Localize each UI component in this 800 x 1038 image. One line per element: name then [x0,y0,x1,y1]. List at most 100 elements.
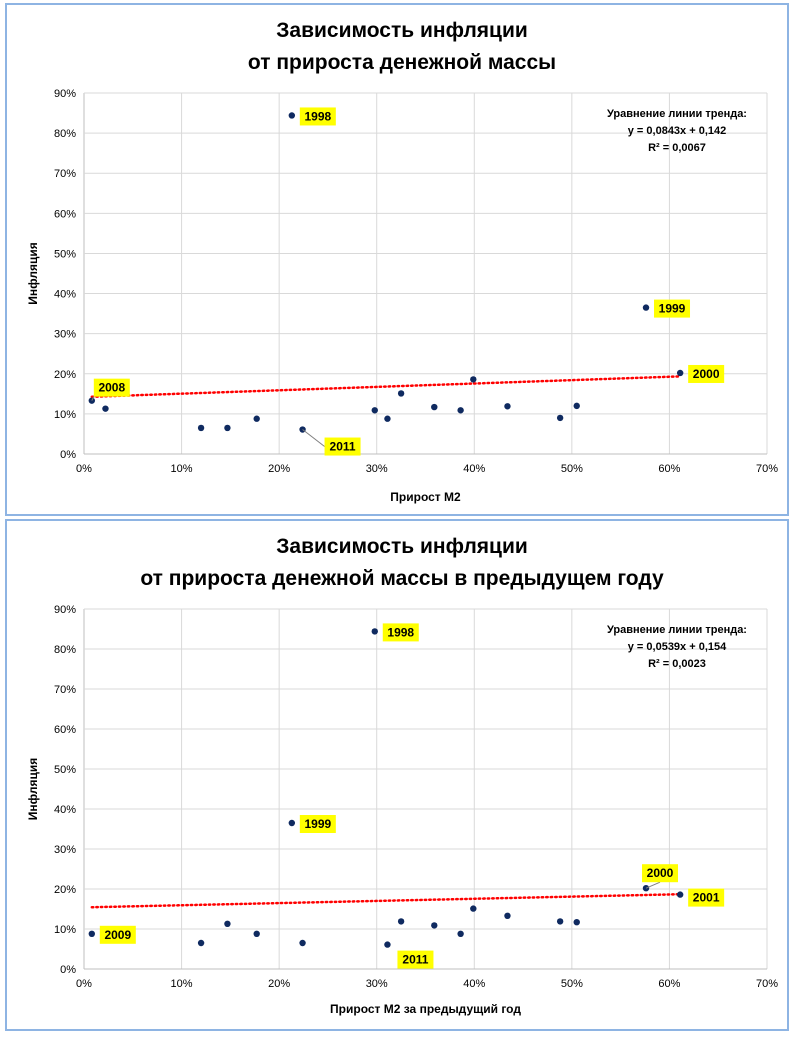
y-tick-label: 20% [54,369,76,381]
y-tick-label: 60% [54,724,76,736]
y-axis-label: Инфляция [26,758,40,820]
annotation-box [299,815,336,833]
x-axis-label: Прирост М2 [390,490,461,504]
trend-equation-line: Уравнение линии тренда: [607,624,747,636]
x-tick-label: 60% [658,463,680,475]
x-tick-label: 60% [658,978,680,990]
y-tick-label: 50% [54,248,76,260]
annotation-leader [645,881,661,889]
y-tick-label: 60% [54,208,76,220]
data-point [102,405,109,412]
annotation-box [688,364,725,383]
data-point [457,407,464,414]
y-axis-label: Инфляция [26,242,40,304]
data-point [224,920,231,927]
chart-title-line: Зависимость инфляции [276,535,528,558]
data-point [573,919,580,926]
y-tick-label: 70% [54,168,76,180]
data-point [197,424,205,432]
year-annotation: 2000 [688,364,725,383]
annotation-label: 2011 [330,440,356,454]
data-point [197,939,205,947]
year-annotation: 2011 [397,950,434,969]
x-tick-label: 0% [76,463,92,475]
annotation-box [299,107,336,126]
data-point [431,403,438,411]
trend-equation-line: Уравнение линии тренда: [607,108,747,120]
annotation-label: 2001 [693,891,720,905]
annotation-box [99,925,136,944]
annotation-label: 1998 [304,109,331,123]
data-point [573,402,580,410]
y-tick-label: 10% [54,409,76,421]
x-axis-label: Прирост М2 за предыдущий год [330,1002,521,1016]
x-tick-label: 40% [463,463,485,475]
data-point [676,369,684,377]
trendline [90,375,682,399]
data-point [470,905,477,912]
x-tick-label: 50% [561,463,583,475]
y-tick-label: 50% [54,764,76,776]
trend-equation-line: y = 0,0843x + 0,142 [628,125,726,137]
y-tick-label: 30% [54,844,76,856]
x-tick-label: 20% [268,978,290,990]
data-point [504,403,511,410]
data-point [253,930,260,937]
annotation-box [642,864,679,883]
x-tick-label: 40% [463,978,485,990]
data-point [556,918,564,925]
x-tick-label: 10% [171,463,193,475]
annotation-box [397,950,434,969]
data-point [457,930,464,937]
y-tick-label: 90% [54,88,76,100]
x-tick-label: 50% [561,978,583,990]
chart-panel-prev-year-money-growth: Зависимость инфляции от прироста денежной… [5,519,789,1031]
chart-title-line: Зависимость инфляции [276,19,528,42]
year-annotation: 2001 [688,888,725,907]
annotation-label: 2000 [647,866,674,880]
x-tick-label: 30% [366,978,388,990]
year-annotation: 2000 [642,864,679,889]
data-point [470,376,477,383]
gridlines [83,608,768,970]
y-tick-label: 80% [54,128,76,140]
scatter-chart: Зависимость инфляции от прироста денежной… [26,535,778,1016]
trend-equation-line: y = 0,0539x + 0,154 [628,641,727,653]
y-tick-label: 30% [54,329,76,341]
trend-equation-line: R² = 0,0023 [648,658,706,670]
data-points [88,112,684,433]
x-tick-label: 0% [76,978,92,990]
chart-title-line: от прироста денежной массы в предыдущем … [140,567,664,590]
data-point [299,939,306,947]
data-point [642,304,650,311]
annotation-box [688,888,725,907]
data-point [288,819,296,827]
y-tick-label: 10% [54,924,76,936]
data-point [384,941,391,948]
annotation-box [324,437,361,456]
data-point [397,390,405,397]
y-tick-label: 0% [60,449,76,461]
annotation-label: 2008 [98,381,125,395]
year-annotation: 2009 [99,925,136,944]
y-tick-label: 0% [60,964,76,976]
data-point [384,415,391,422]
annotation-label: 1999 [304,817,331,831]
annotation-box [93,378,130,397]
y-tick-label: 90% [54,604,76,616]
y-tick-label: 70% [54,684,76,696]
gridlines [83,92,768,455]
trend-equation-line: R² = 0,0067 [648,142,706,154]
annotation-label: 2011 [402,953,428,967]
data-point [504,912,511,919]
x-tick-label: 30% [366,463,388,475]
data-point [371,407,378,414]
data-point [253,415,260,422]
year-annotation: 2008 [91,378,130,401]
year-annotation: 1998 [299,107,336,126]
annotation-label: 2009 [104,928,131,942]
annotation-leader [91,396,95,401]
data-points [88,628,684,948]
annotation-box [382,623,419,642]
data-point [288,112,296,119]
